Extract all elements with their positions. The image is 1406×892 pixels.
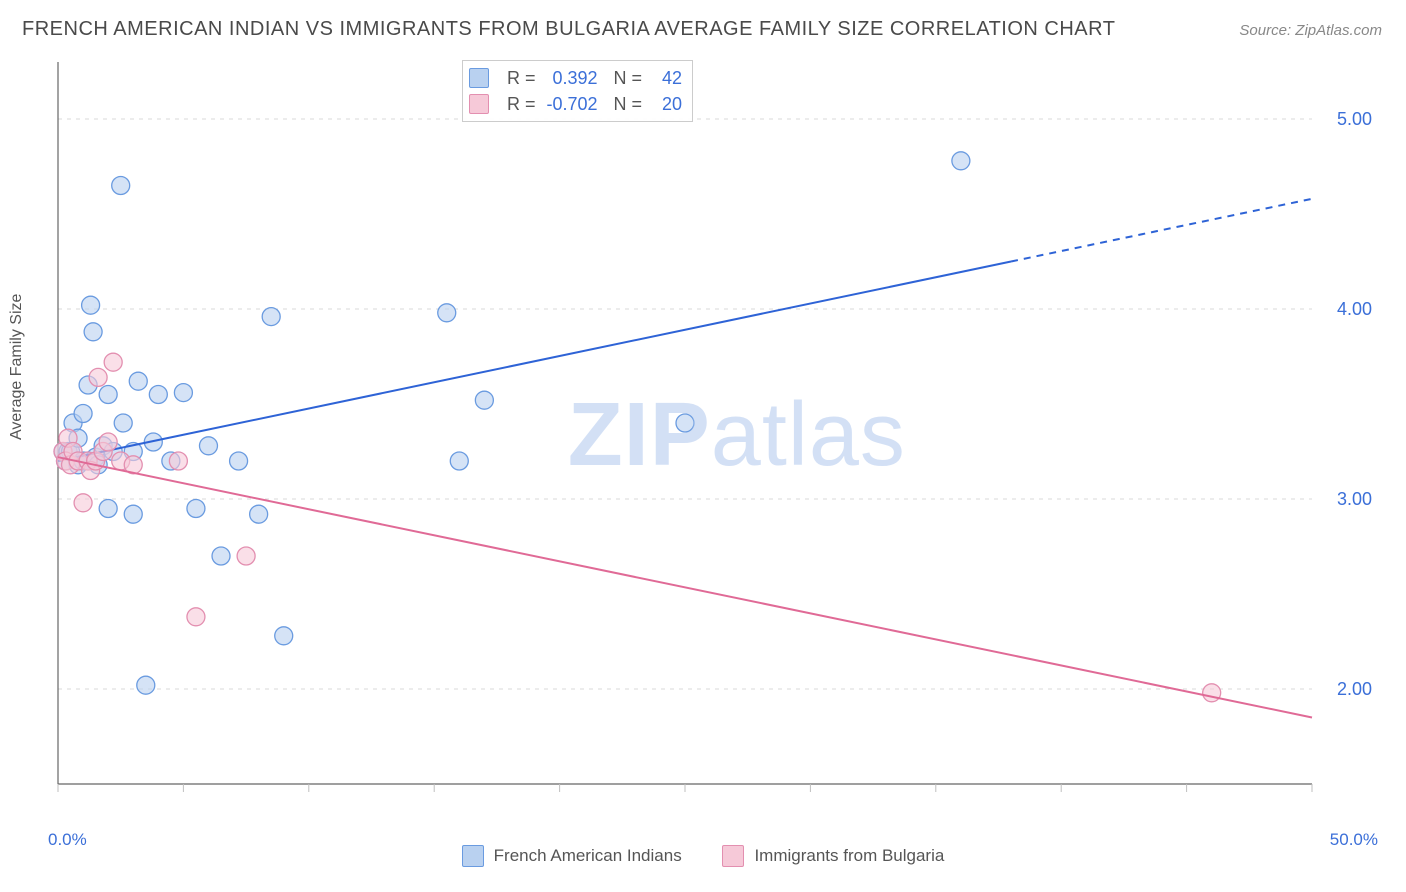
swatch-icon [469,68,489,88]
n-label: N = [614,68,643,89]
n-value: 20 [648,94,682,115]
legend-label: French American Indians [494,846,682,866]
n-label: N = [614,94,643,115]
r-value: 0.392 [542,68,598,89]
legend-item-series-b: Immigrants from Bulgaria [722,845,944,867]
svg-text:3.00: 3.00 [1337,489,1372,509]
scatter-plot: 2.00 3.00 4.00 5.00 [52,56,1382,826]
legend-item-series-a: French American Indians [462,845,682,867]
chart-title: FRENCH AMERICAN INDIAN VS IMMIGRANTS FRO… [22,18,1115,41]
legend-stats-row: R = -0.702 N =20 [469,91,682,117]
legend-label: Immigrants from Bulgaria [754,846,944,866]
source-label: Source: [1239,22,1295,39]
legend-bottom: French American Indians Immigrants from … [0,845,1406,872]
source-attribution: Source: ZipAtlas.com [1239,22,1382,39]
y-axis-label: Average Family Size [8,294,26,440]
svg-text:4.00: 4.00 [1337,299,1372,319]
n-value: 42 [648,68,682,89]
svg-text:2.00: 2.00 [1337,679,1372,699]
swatch-icon [469,94,489,114]
source-link[interactable]: ZipAtlas.com [1295,22,1382,39]
legend-stats-box: R = 0.392 N =42 R = -0.702 N =20 [462,60,693,122]
legend-stats-row: R = 0.392 N =42 [469,65,682,91]
swatch-icon [722,845,744,867]
r-label: R = [507,68,536,89]
r-value: -0.702 [542,94,598,115]
svg-text:5.00: 5.00 [1337,109,1372,129]
swatch-icon [462,845,484,867]
r-label: R = [507,94,536,115]
